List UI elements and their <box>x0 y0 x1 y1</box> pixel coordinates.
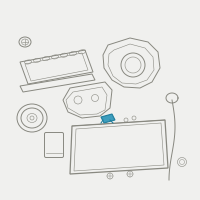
Polygon shape <box>101 114 115 123</box>
